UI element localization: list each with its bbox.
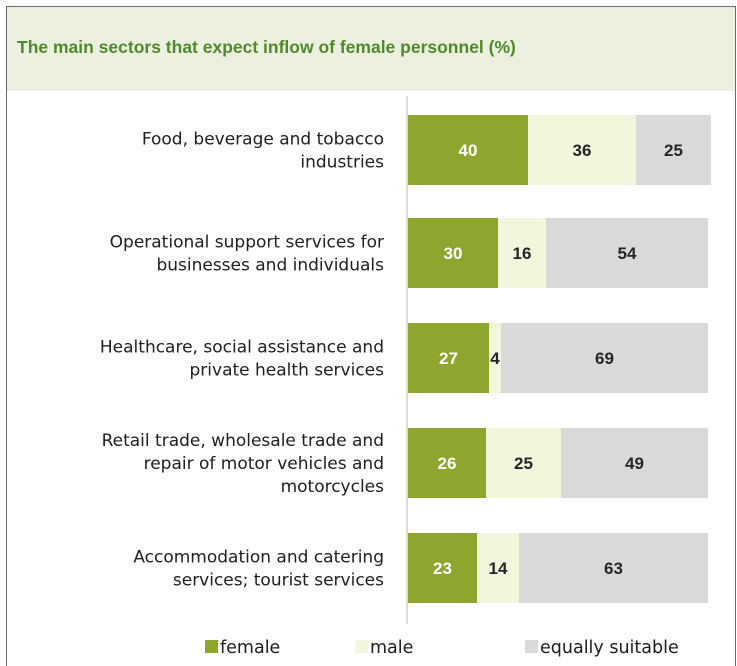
data-label-equally-suitable-2: 69 xyxy=(595,349,614,368)
legend: female male equally suitable xyxy=(205,638,679,658)
data-label-female-2: 27 xyxy=(439,349,458,368)
category-label-2: Healthcare, social assistance and private… xyxy=(100,338,384,381)
category-label-0: Food, beverage and tobacco industries xyxy=(142,130,384,173)
legend-swatch-male xyxy=(355,640,368,653)
bar-male-0 xyxy=(528,115,636,185)
category-label-line: services; tourist services xyxy=(173,571,384,591)
bar-equally-suitable-0 xyxy=(636,115,711,185)
bar-female-2 xyxy=(408,323,489,393)
bars-layer: 40 36 25 30 16 54 27 4 69 26 25 49 23 14 63 xyxy=(408,115,711,603)
category-label-line: Food, beverage and tobacco xyxy=(142,130,384,150)
category-label-1: Operational support services for business… xyxy=(110,233,384,276)
bar-male-2 xyxy=(489,323,501,393)
category-label-line: Retail trade, wholesale trade and xyxy=(102,431,384,451)
data-label-male-0: 36 xyxy=(573,141,592,160)
data-label-equally-suitable-0: 25 xyxy=(664,141,683,160)
bar-male-3 xyxy=(486,428,561,498)
bar-equally-suitable-3 xyxy=(561,428,708,498)
category-label-line: businesses and individuals xyxy=(156,256,384,276)
category-label-line: repair of motor vehicles and xyxy=(144,454,384,474)
legend-label-equally-suitable: equally suitable xyxy=(540,638,679,658)
data-label-female-1: 30 xyxy=(444,244,463,263)
chart-title: The main sectors that expect inflow of f… xyxy=(17,37,516,57)
data-label-equally-suitable-4: 63 xyxy=(604,559,623,578)
bar-male-4 xyxy=(477,533,519,603)
data-label-male-4: 14 xyxy=(489,559,508,578)
bar-female-1 xyxy=(408,218,498,288)
category-label-line: motorcycles xyxy=(281,477,385,497)
legend-label-female: female xyxy=(220,638,280,658)
category-labels: Food, beverage and tobacco industries Oper… xyxy=(100,130,384,591)
category-label-line: Operational support services for xyxy=(110,233,384,253)
category-label-line: Accommodation and catering xyxy=(133,548,384,568)
bar-equally-suitable-2 xyxy=(501,323,708,393)
data-label-female-3: 26 xyxy=(438,454,457,473)
legend-swatch-equally-suitable xyxy=(525,640,538,653)
category-label-line: Healthcare, social assistance and xyxy=(100,338,384,358)
category-label-line: private health services xyxy=(190,361,385,381)
data-label-female-4: 23 xyxy=(433,559,452,578)
legend-swatch-female xyxy=(205,640,218,653)
legend-label-male: male xyxy=(370,638,413,658)
data-label-male-3: 25 xyxy=(514,454,533,473)
category-label-3: Retail trade, wholesale trade and repair … xyxy=(102,431,385,497)
data-label-female-0: 40 xyxy=(459,141,478,160)
bar-female-3 xyxy=(408,428,486,498)
data-label-equally-suitable-3: 49 xyxy=(625,454,644,473)
category-label-line: industries xyxy=(300,153,384,173)
bar-female-0 xyxy=(408,115,528,185)
bar-equally-suitable-4 xyxy=(519,533,708,603)
category-label-4: Accommodation and catering services; tour… xyxy=(133,548,384,591)
data-label-equally-suitable-1: 54 xyxy=(618,244,637,263)
title-band: The main sectors that expect inflow of f… xyxy=(7,7,735,91)
bar-female-4 xyxy=(408,533,477,603)
bar-male-1 xyxy=(498,218,546,288)
data-label-male-1: 16 xyxy=(513,244,532,263)
data-label-male-2: 4 xyxy=(490,349,500,368)
bar-equally-suitable-1 xyxy=(546,218,708,288)
